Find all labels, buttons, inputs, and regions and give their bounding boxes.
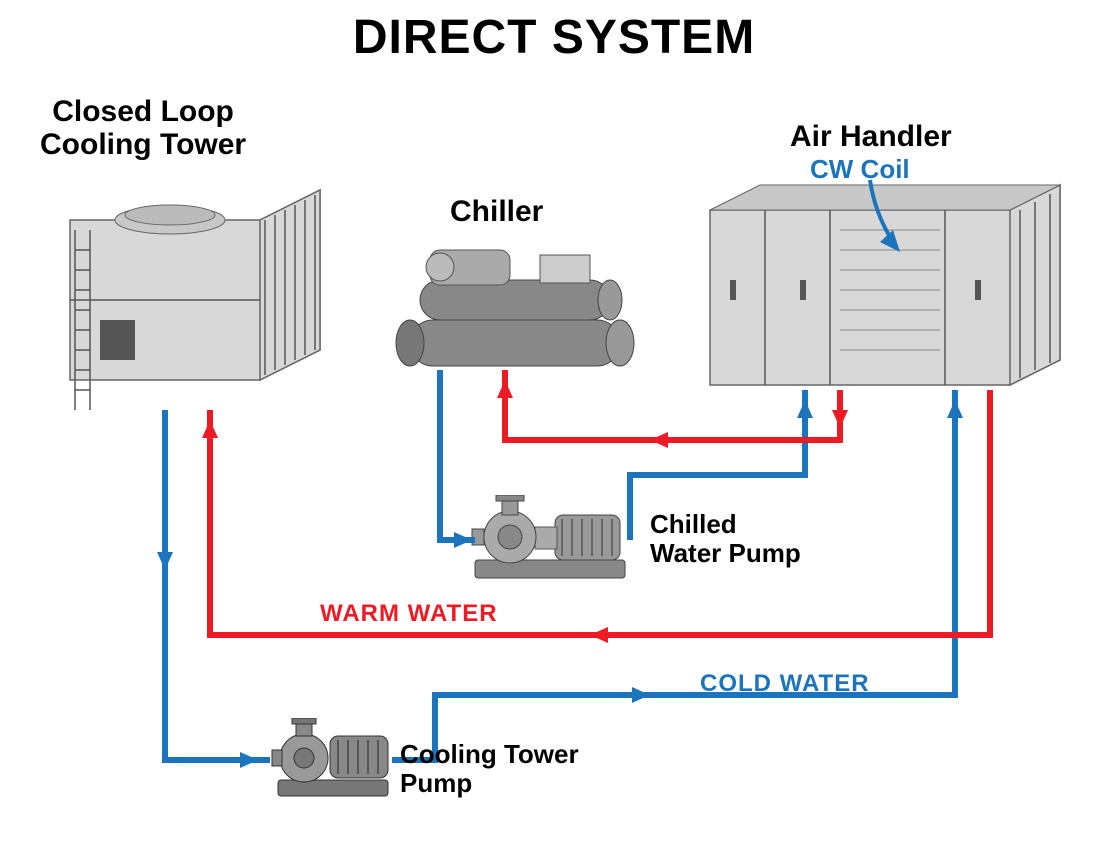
diagram-stage: DIRECT SYSTEM <box>0 0 1108 846</box>
diagram-title: DIRECT SYSTEM <box>0 10 1108 65</box>
chiller-icon <box>390 240 650 380</box>
cold-water-label: COLD WATER <box>700 670 870 698</box>
air-handler-label: Air Handler <box>790 120 952 153</box>
chilled-water-pump-label: Chilled Water Pump <box>650 510 801 567</box>
chilled-water-pump-icon <box>470 495 640 585</box>
cooling-tower-pump-label: Cooling Tower Pump <box>400 740 579 797</box>
pipe-tower-to-ctpump <box>165 410 270 760</box>
cooling-tower-pump-icon <box>270 718 400 808</box>
chiller-label: Chiller <box>450 195 543 228</box>
air-handler-icon <box>700 180 1070 400</box>
warm-water-label: WARM WATER <box>320 600 498 628</box>
cooling-tower-label: Closed Loop Cooling Tower <box>40 95 246 161</box>
cooling-tower-icon <box>60 180 340 420</box>
cw-coil-label: CW Coil <box>810 155 910 184</box>
